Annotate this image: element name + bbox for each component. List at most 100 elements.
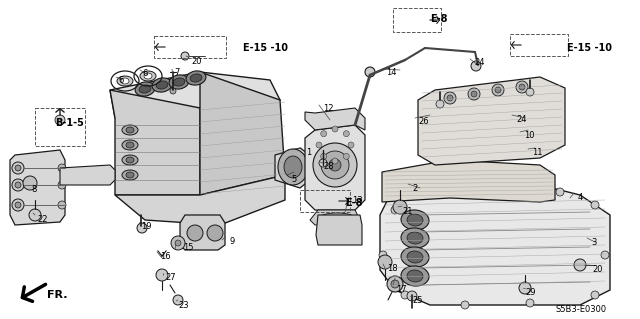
Ellipse shape xyxy=(319,213,355,223)
Text: 24: 24 xyxy=(474,58,484,67)
Bar xyxy=(35,108,85,146)
Text: 1: 1 xyxy=(306,148,311,157)
Polygon shape xyxy=(60,165,115,185)
Text: 24: 24 xyxy=(516,115,527,124)
Circle shape xyxy=(492,84,504,96)
Circle shape xyxy=(401,291,409,299)
Polygon shape xyxy=(110,72,280,120)
Circle shape xyxy=(55,115,65,125)
Circle shape xyxy=(343,153,349,159)
Circle shape xyxy=(12,199,24,211)
Text: 26: 26 xyxy=(418,117,429,126)
Circle shape xyxy=(444,92,456,104)
Circle shape xyxy=(436,100,444,108)
Bar xyxy=(300,190,350,212)
Ellipse shape xyxy=(156,81,168,89)
Circle shape xyxy=(591,291,599,299)
Ellipse shape xyxy=(126,172,134,178)
Text: E-15 -10: E-15 -10 xyxy=(567,43,612,53)
Ellipse shape xyxy=(401,210,429,230)
Text: 18: 18 xyxy=(387,264,397,273)
Circle shape xyxy=(601,251,609,259)
Ellipse shape xyxy=(407,270,423,282)
Ellipse shape xyxy=(122,155,138,165)
Circle shape xyxy=(516,81,528,93)
Polygon shape xyxy=(305,108,365,130)
Circle shape xyxy=(526,88,534,96)
Circle shape xyxy=(175,240,181,246)
Text: 19: 19 xyxy=(141,222,152,231)
Text: B-1-5: B-1-5 xyxy=(55,118,84,128)
Text: 3: 3 xyxy=(591,238,596,247)
Polygon shape xyxy=(316,215,362,245)
Polygon shape xyxy=(310,210,360,225)
Circle shape xyxy=(468,88,480,100)
Text: E-15 -10: E-15 -10 xyxy=(243,43,288,53)
Text: 17: 17 xyxy=(396,285,406,294)
Ellipse shape xyxy=(135,82,155,96)
Text: 14: 14 xyxy=(386,68,397,77)
Ellipse shape xyxy=(278,149,308,185)
Circle shape xyxy=(591,201,599,209)
Ellipse shape xyxy=(126,157,134,163)
Ellipse shape xyxy=(122,170,138,180)
Text: 6: 6 xyxy=(142,69,147,78)
Circle shape xyxy=(519,282,531,294)
Polygon shape xyxy=(110,90,200,195)
Text: 20: 20 xyxy=(191,57,202,66)
Circle shape xyxy=(519,84,525,90)
Circle shape xyxy=(332,158,338,164)
Text: 16: 16 xyxy=(160,252,171,261)
Text: 5: 5 xyxy=(291,175,296,184)
Ellipse shape xyxy=(152,78,172,92)
Polygon shape xyxy=(275,148,310,188)
Text: 4: 4 xyxy=(578,193,583,202)
Text: S5B3-E0300: S5B3-E0300 xyxy=(556,305,607,314)
Polygon shape xyxy=(305,125,365,210)
Circle shape xyxy=(393,200,407,214)
Text: 15: 15 xyxy=(183,243,193,252)
Ellipse shape xyxy=(121,78,129,84)
Text: E-8: E-8 xyxy=(345,198,362,208)
Circle shape xyxy=(15,202,21,208)
Circle shape xyxy=(12,162,24,174)
Circle shape xyxy=(321,131,326,137)
Ellipse shape xyxy=(401,247,429,267)
Ellipse shape xyxy=(139,85,151,93)
Ellipse shape xyxy=(122,125,138,135)
Text: 22: 22 xyxy=(37,215,47,224)
Circle shape xyxy=(379,251,387,259)
Circle shape xyxy=(329,159,341,171)
Text: E-8: E-8 xyxy=(430,14,447,24)
Text: 12: 12 xyxy=(323,104,333,113)
Text: 29: 29 xyxy=(525,288,536,297)
Circle shape xyxy=(316,142,322,148)
Ellipse shape xyxy=(407,232,423,244)
Circle shape xyxy=(378,255,392,269)
Circle shape xyxy=(348,142,354,148)
Circle shape xyxy=(23,176,37,190)
Polygon shape xyxy=(200,72,285,195)
Bar xyxy=(154,36,226,58)
Text: 21: 21 xyxy=(402,207,413,216)
Circle shape xyxy=(58,181,66,189)
Circle shape xyxy=(313,143,357,187)
Bar xyxy=(393,8,441,32)
Circle shape xyxy=(471,91,477,97)
Polygon shape xyxy=(418,77,565,165)
Ellipse shape xyxy=(140,71,156,81)
Text: 25: 25 xyxy=(412,296,422,305)
Circle shape xyxy=(170,88,176,94)
Circle shape xyxy=(137,223,147,233)
Circle shape xyxy=(391,206,399,214)
Circle shape xyxy=(526,299,534,307)
Bar xyxy=(510,34,568,56)
Text: 10: 10 xyxy=(524,131,534,140)
Circle shape xyxy=(12,179,24,191)
Text: 23: 23 xyxy=(178,301,189,310)
Polygon shape xyxy=(382,160,555,202)
Ellipse shape xyxy=(122,140,138,150)
Ellipse shape xyxy=(126,127,134,133)
Circle shape xyxy=(15,165,21,171)
Circle shape xyxy=(343,131,349,137)
